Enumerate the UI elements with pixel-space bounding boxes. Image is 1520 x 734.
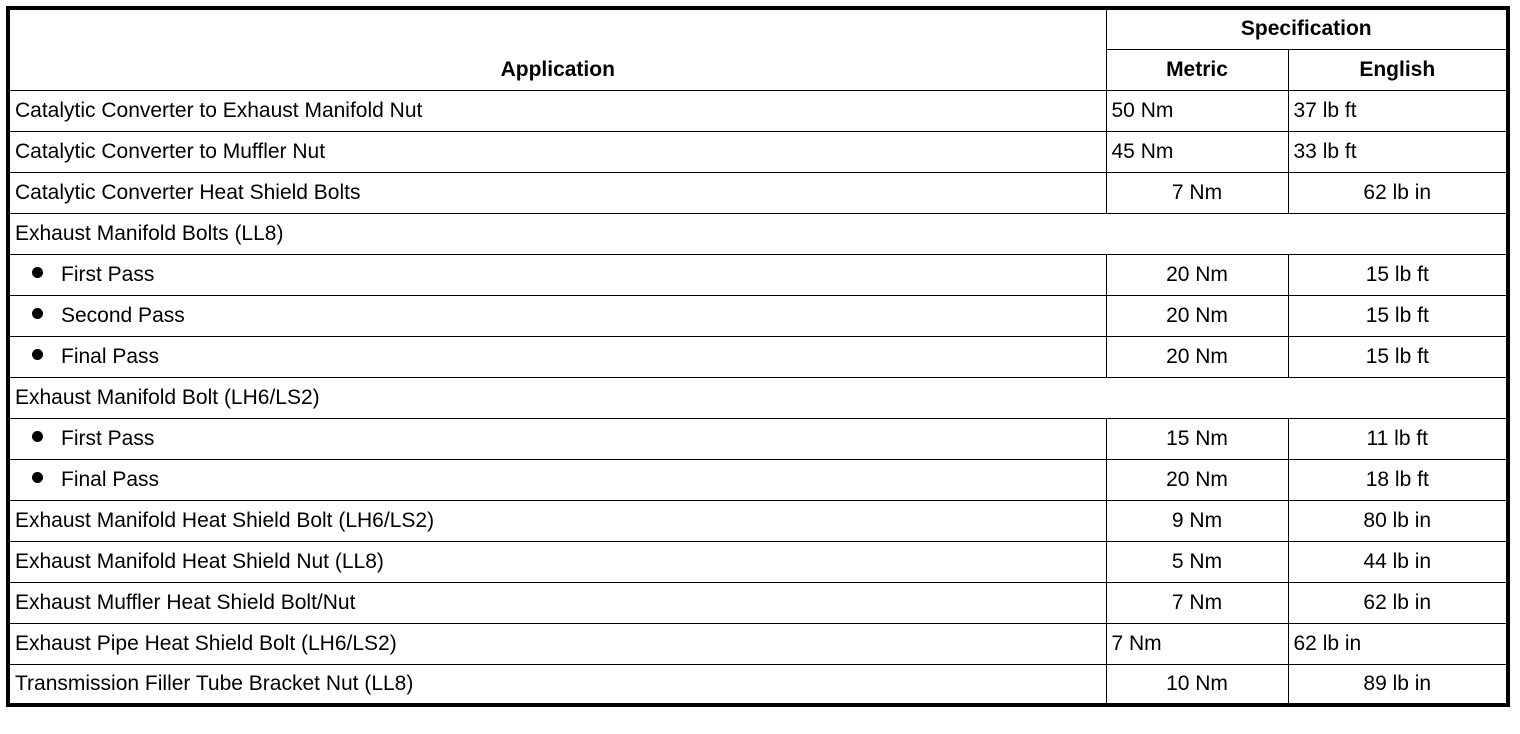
english-value: 62 lb in — [1287, 581, 1509, 624]
application-cell: Exhaust Manifold Heat Shield Nut (LL8) — [7, 540, 1107, 583]
metric-value: 10 Nm — [1105, 663, 1289, 706]
table-row: Exhaust Pipe Heat Shield Bolt (LH6/LS2) 7… — [7, 622, 1509, 665]
table-row: Catalytic Converter Heat Shield Bolts 7 N… — [7, 171, 1509, 214]
table-row: Transmission Filler Tube Bracket Nut (LL… — [7, 663, 1509, 706]
application-label: First Pass — [61, 262, 155, 286]
english-value: 80 lb in — [1287, 499, 1509, 542]
table-row: Exhaust Muffler Heat Shield Bolt/Nut 7 Nm… — [7, 581, 1509, 624]
torque-spec-table: Application Specification Metric English… — [6, 6, 1511, 707]
metric-value: 15 Nm — [1105, 417, 1289, 460]
metric-header: Metric — [1105, 48, 1289, 91]
bullet-icon — [32, 431, 43, 443]
metric-value: 5 Nm — [1105, 540, 1289, 583]
table-row: Catalytic Converter to Exhaust Manifold … — [7, 89, 1509, 132]
application-cell: Final Pass — [7, 335, 1107, 378]
application-cell: Catalytic Converter Heat Shield Bolts — [7, 171, 1107, 214]
table-row: Final Pass 20 Nm 15 lb ft — [7, 335, 1509, 378]
application-label: Final Pass — [61, 467, 160, 491]
table-body: Catalytic Converter to Exhaust Manifold … — [7, 89, 1509, 706]
english-value: 15 lb ft — [1287, 335, 1509, 378]
group-label: Exhaust Manifold Bolt (LH6/LS2) — [7, 376, 1509, 419]
metric-value: 20 Nm — [1105, 253, 1289, 296]
application-cell: Exhaust Manifold Heat Shield Bolt (LH6/L… — [7, 499, 1107, 542]
english-value: 37 lb ft — [1287, 89, 1509, 132]
table-row: Exhaust Manifold Heat Shield Bolt (LH6/L… — [7, 499, 1509, 542]
table-row: First Pass 15 Nm 11 lb ft — [7, 417, 1509, 460]
header-row: Application Specification — [7, 7, 1509, 91]
bullet-icon — [32, 267, 43, 279]
metric-value: 45 Nm — [1105, 130, 1289, 173]
application-cell: Exhaust Muffler Heat Shield Bolt/Nut — [7, 581, 1107, 624]
application-cell: Transmission Filler Tube Bracket Nut (LL… — [7, 663, 1107, 706]
metric-value: 7 Nm — [1105, 171, 1289, 214]
metric-value: 20 Nm — [1105, 335, 1289, 378]
application-cell: First Pass — [7, 253, 1107, 296]
english-value: 62 lb in — [1287, 622, 1509, 665]
application-cell: Exhaust Pipe Heat Shield Bolt (LH6/LS2) — [7, 622, 1107, 665]
table-row: Final Pass 20 Nm 18 lb ft — [7, 458, 1509, 501]
application-cell: Final Pass — [7, 458, 1107, 501]
application-label: First Pass — [61, 426, 155, 450]
english-value: 33 lb ft — [1287, 130, 1509, 173]
table-row: First Pass 20 Nm 15 lb ft — [7, 253, 1509, 296]
table-row: Second Pass 20 Nm 15 lb ft — [7, 294, 1509, 337]
english-value: 11 lb ft — [1287, 417, 1509, 460]
table-row: Exhaust Manifold Heat Shield Nut (LL8) 5 … — [7, 540, 1509, 583]
application-cell: Second Pass — [7, 294, 1107, 337]
metric-value: 20 Nm — [1105, 458, 1289, 501]
application-cell: Catalytic Converter to Muffler Nut — [7, 130, 1107, 173]
bullet-icon — [32, 349, 43, 361]
english-value: 44 lb in — [1287, 540, 1509, 583]
metric-value: 7 Nm — [1105, 622, 1289, 665]
group-label: Exhaust Manifold Bolts (LL8) — [7, 212, 1509, 255]
specification-header: Specification — [1105, 7, 1509, 50]
application-cell: Catalytic Converter to Exhaust Manifold … — [7, 89, 1107, 132]
bullet-icon — [32, 308, 43, 320]
application-label: Second Pass — [61, 303, 185, 327]
table-row: Exhaust Manifold Bolt (LH6/LS2) — [7, 376, 1509, 419]
application-header: Application — [7, 7, 1107, 91]
bullet-icon — [32, 472, 43, 484]
metric-value: 50 Nm — [1105, 89, 1289, 132]
metric-value: 7 Nm — [1105, 581, 1289, 624]
subheader-row: Metric English — [8, 48, 1509, 91]
english-value: 15 lb ft — [1287, 294, 1509, 337]
english-value: 62 lb in — [1287, 171, 1509, 214]
english-value: 15 lb ft — [1287, 253, 1509, 296]
english-header: English — [1287, 48, 1509, 91]
metric-value: 9 Nm — [1105, 499, 1289, 542]
table-row: Exhaust Manifold Bolts (LL8) — [7, 212, 1509, 255]
metric-value: 20 Nm — [1105, 294, 1289, 337]
application-label: Final Pass — [61, 344, 160, 368]
english-value: 89 lb in — [1287, 663, 1509, 706]
table-row: Catalytic Converter to Muffler Nut 45 Nm 3… — [7, 130, 1509, 173]
english-value: 18 lb ft — [1287, 458, 1509, 501]
application-cell: First Pass — [7, 417, 1107, 460]
